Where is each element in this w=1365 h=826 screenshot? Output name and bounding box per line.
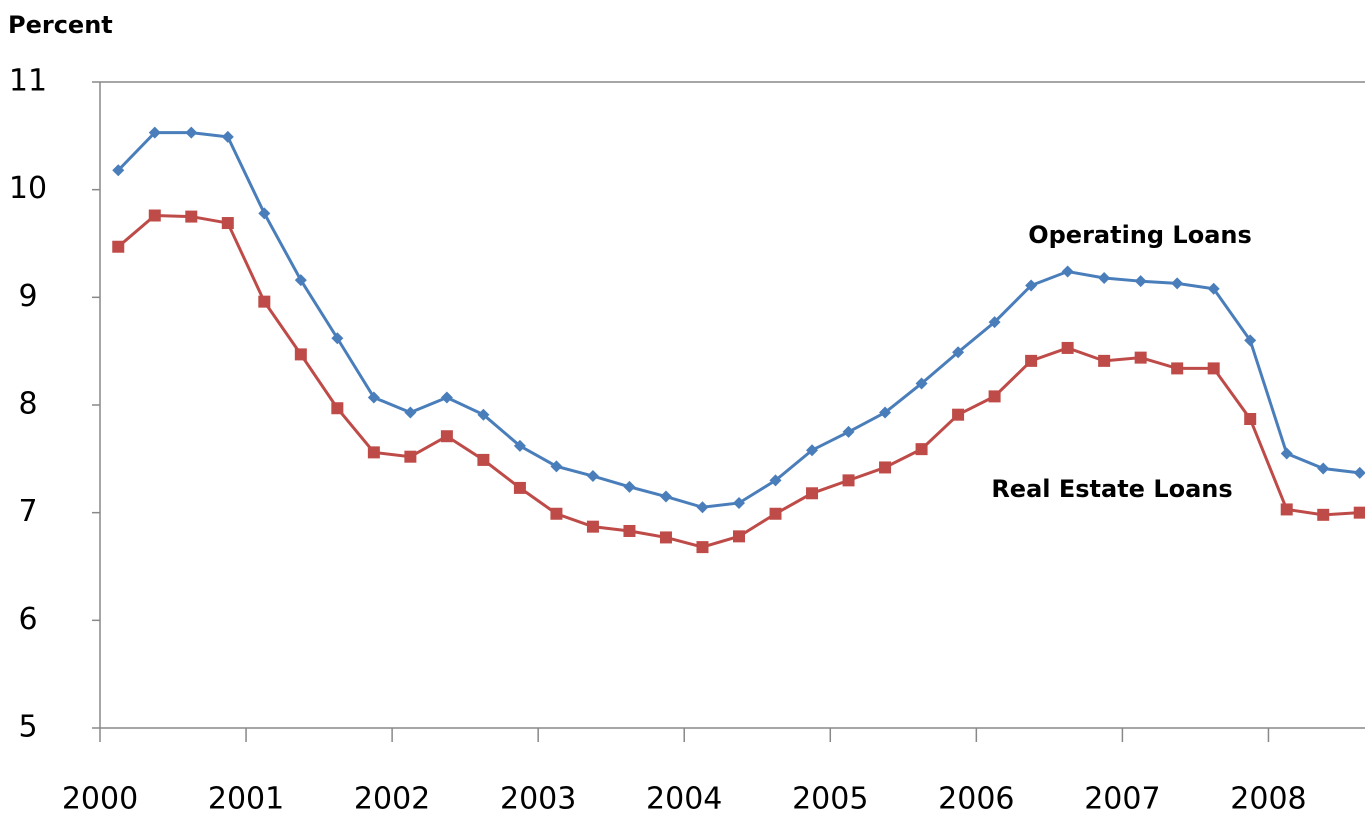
marker bbox=[185, 210, 198, 223]
marker bbox=[733, 530, 745, 543]
marker bbox=[477, 453, 490, 466]
x-tick-label: 2008 bbox=[1230, 782, 1306, 817]
marker bbox=[440, 430, 453, 443]
marker bbox=[367, 391, 380, 404]
marker bbox=[185, 126, 198, 139]
marker bbox=[404, 406, 417, 419]
marker bbox=[1134, 351, 1147, 364]
marker bbox=[623, 480, 636, 493]
marker bbox=[294, 348, 307, 361]
marker bbox=[258, 207, 271, 220]
x-tick-label: 2001 bbox=[208, 782, 284, 817]
marker bbox=[550, 460, 563, 473]
marker bbox=[294, 274, 307, 287]
marker bbox=[952, 408, 965, 421]
marker bbox=[842, 425, 855, 438]
marker bbox=[440, 391, 453, 404]
series-label: Operating Loans bbox=[1028, 221, 1252, 249]
y-tick-label: 11 bbox=[9, 64, 47, 99]
marker bbox=[1353, 506, 1365, 519]
marker bbox=[915, 377, 928, 390]
marker bbox=[1244, 412, 1257, 425]
marker bbox=[988, 316, 1001, 329]
y-tick-label: 8 bbox=[18, 387, 37, 422]
marker bbox=[769, 507, 782, 520]
marker bbox=[733, 496, 745, 509]
marker bbox=[879, 461, 892, 474]
y-tick-label: 5 bbox=[18, 710, 37, 745]
marker bbox=[952, 346, 965, 359]
series-label: Real Estate Loans bbox=[991, 475, 1232, 503]
marker bbox=[148, 209, 161, 222]
marker bbox=[1353, 466, 1365, 479]
x-tick-label: 2007 bbox=[1084, 782, 1160, 817]
marker bbox=[659, 531, 672, 544]
x-tick-label: 2003 bbox=[500, 782, 576, 817]
marker bbox=[367, 446, 380, 459]
marker bbox=[1025, 354, 1038, 367]
marker bbox=[477, 408, 490, 421]
marker bbox=[221, 217, 234, 230]
marker bbox=[659, 490, 672, 503]
marker bbox=[1280, 503, 1293, 516]
marker bbox=[404, 450, 417, 463]
marker bbox=[513, 439, 526, 452]
marker bbox=[513, 481, 526, 494]
series-line bbox=[117, 131, 1360, 509]
marker bbox=[1134, 275, 1147, 288]
marker bbox=[1244, 334, 1257, 347]
y-tick-label: 10 bbox=[9, 171, 47, 206]
marker bbox=[842, 474, 855, 487]
marker bbox=[1061, 341, 1074, 354]
marker bbox=[915, 443, 928, 456]
marker bbox=[221, 130, 234, 143]
marker bbox=[148, 126, 161, 139]
marker bbox=[550, 507, 563, 520]
marker bbox=[112, 240, 125, 253]
marker bbox=[1025, 279, 1038, 292]
x-tick-label: 2006 bbox=[938, 782, 1014, 817]
marker bbox=[112, 164, 125, 177]
marker bbox=[806, 487, 819, 500]
marker bbox=[331, 332, 344, 345]
marker bbox=[586, 520, 599, 533]
marker bbox=[879, 406, 892, 419]
marker bbox=[258, 295, 271, 308]
marker bbox=[1171, 362, 1184, 375]
marker bbox=[1098, 354, 1111, 367]
marker bbox=[331, 402, 344, 415]
x-tick-label: 2005 bbox=[792, 782, 868, 817]
marker bbox=[1207, 282, 1220, 295]
x-tick-label: 2004 bbox=[646, 782, 722, 817]
marker bbox=[586, 470, 599, 483]
y-tick-label: 9 bbox=[18, 279, 37, 314]
marker bbox=[1098, 271, 1111, 284]
marker bbox=[1317, 462, 1330, 475]
x-tick-label: 2000 bbox=[62, 782, 138, 817]
marker bbox=[1280, 447, 1293, 460]
marker bbox=[769, 474, 782, 487]
x-tick-label: 2002 bbox=[354, 782, 430, 817]
marker bbox=[696, 541, 709, 554]
marker bbox=[988, 390, 1001, 403]
marker bbox=[806, 444, 819, 457]
y-axis-label: Percent bbox=[8, 11, 113, 39]
marker bbox=[623, 524, 636, 537]
marker bbox=[696, 501, 709, 514]
y-tick-label: 6 bbox=[18, 602, 37, 637]
marker bbox=[1207, 362, 1220, 375]
marker bbox=[1317, 508, 1330, 521]
y-tick-label: 7 bbox=[18, 494, 37, 529]
marker bbox=[1061, 265, 1074, 278]
marker bbox=[1171, 277, 1184, 290]
